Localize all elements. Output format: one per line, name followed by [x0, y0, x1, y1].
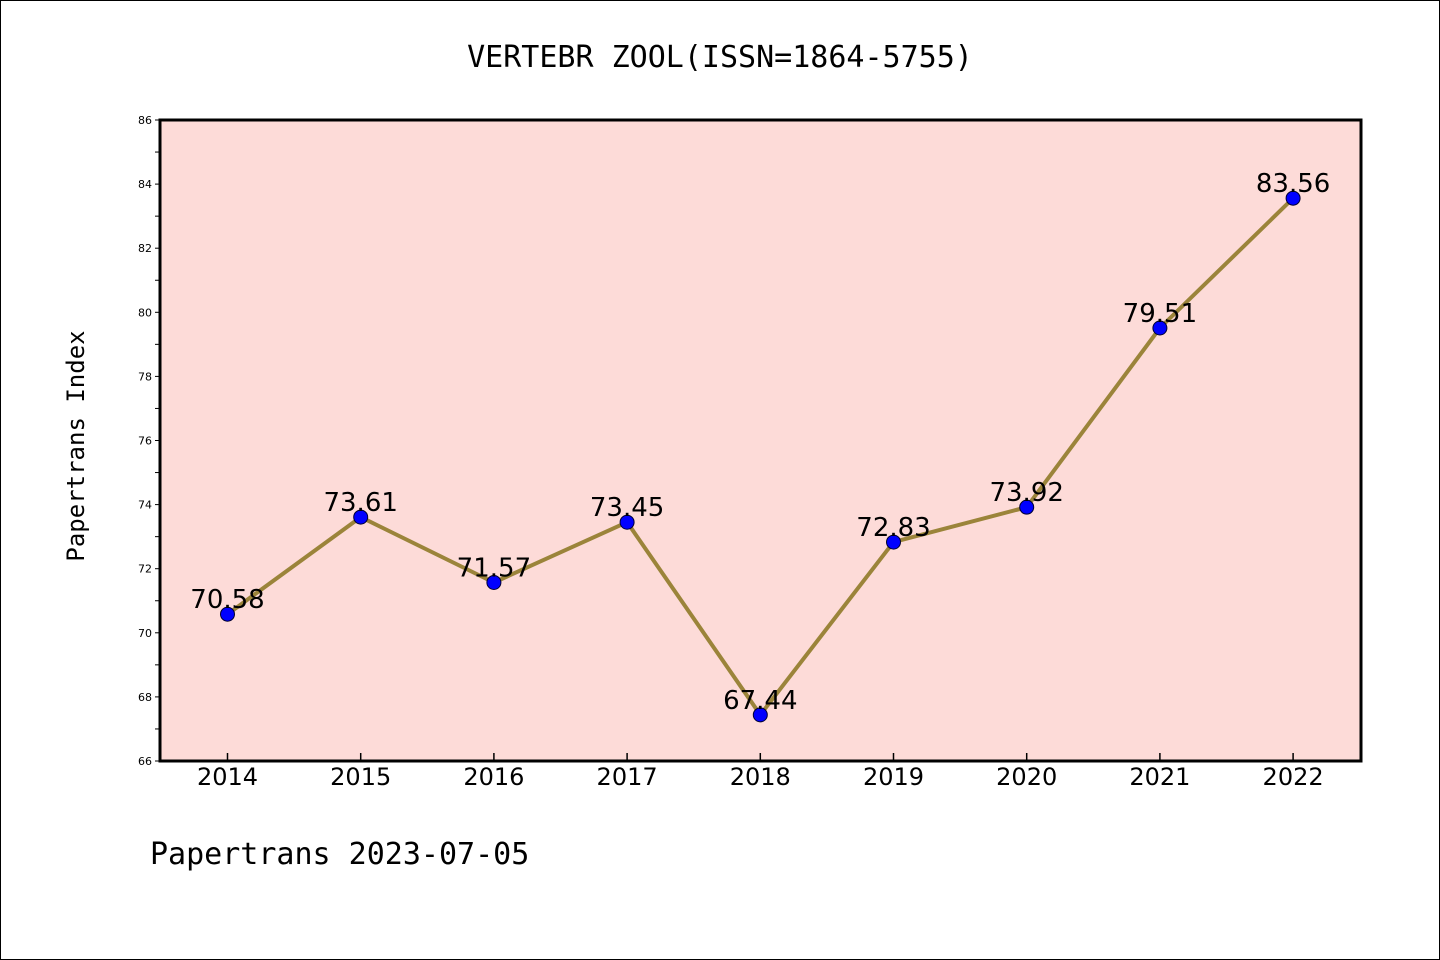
x-tick-label: 2018	[730, 763, 791, 791]
data-label: 71.57	[457, 553, 531, 583]
y-axis: 66 68 70 72 74 76 78 80 82 84 86	[138, 114, 160, 768]
data-point	[619, 514, 635, 530]
data-label: 70.58	[190, 585, 264, 615]
y-tick-label: 72	[138, 563, 152, 576]
y-axis-label: Papertrans Index	[62, 330, 90, 561]
x-tick-label: 2015	[330, 763, 391, 791]
y-tick-label: 68	[138, 691, 152, 704]
x-tick-label: 2016	[463, 763, 524, 791]
data-point	[1019, 499, 1035, 515]
data-label: 73.92	[989, 478, 1063, 508]
data-point	[752, 707, 768, 723]
data-point	[886, 534, 901, 550]
data-point	[220, 606, 235, 622]
data-label: 72.83	[856, 513, 930, 543]
x-tick-label: 2020	[996, 763, 1057, 791]
y-tick-label: 74	[138, 499, 152, 512]
x-tick-label: 2022	[1263, 763, 1324, 791]
data-label: 67.44	[723, 686, 797, 716]
data-point	[486, 574, 502, 590]
chart-title: VERTEBR ZOOL(ISSN=1864-5755)	[467, 40, 973, 75]
x-axis: 2014 2015 2016 2017 2018 2019 2020 2021 2022	[197, 753, 1324, 791]
x-tick-label: 2017	[597, 763, 658, 791]
y-tick-label: 84	[138, 178, 152, 191]
data-point	[353, 509, 369, 525]
x-tick-label: 2014	[197, 763, 258, 791]
data-label-layer: 70.58 73.61 71.57 73.45 67.44 72.83 73.92 79.51…	[190, 169, 1330, 716]
data-label: 79.51	[1123, 299, 1197, 329]
y-tick-label: 82	[138, 242, 152, 255]
x-tick-label: 2019	[863, 763, 924, 791]
y-tick-label: 80	[138, 306, 152, 319]
y-tick-label: 86	[138, 114, 152, 127]
data-label: 73.61	[323, 488, 397, 518]
footer-date-label: Papertrans 2023-07-05	[150, 837, 529, 872]
y-tick-label: 76	[138, 435, 152, 448]
x-tick-label: 2021	[1129, 763, 1190, 791]
marker-layer	[220, 190, 1301, 723]
data-point	[1285, 190, 1301, 206]
data-label: 73.45	[590, 493, 664, 523]
data-point	[1152, 320, 1168, 336]
plot-border	[158, 118, 1363, 763]
y-tick-label: 78	[138, 370, 152, 383]
data-label: 83.56	[1256, 169, 1330, 199]
plot-area	[160, 120, 1361, 761]
y-tick-label: 70	[138, 627, 152, 640]
y-tick-label: 66	[138, 755, 152, 768]
